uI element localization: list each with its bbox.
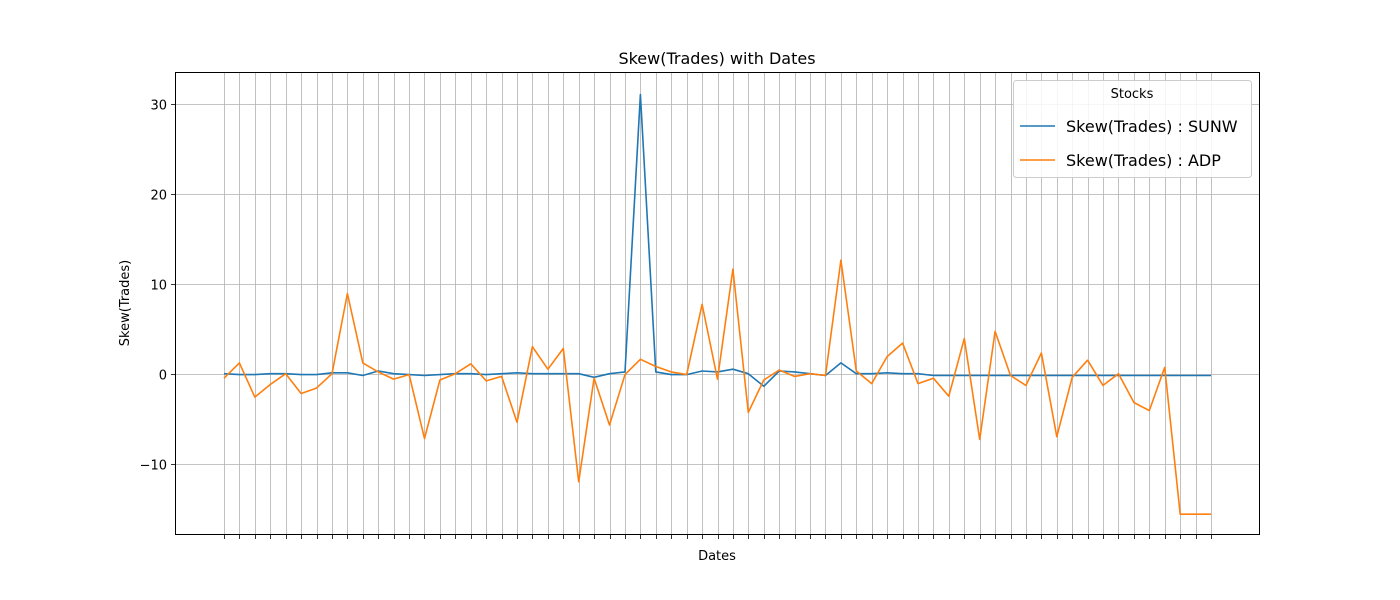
y-tick-label: 20 bbox=[150, 189, 167, 204]
legend-title: Stocks bbox=[1111, 87, 1154, 102]
legend-label-adp: Skew(Trades) : ADP bbox=[1066, 151, 1221, 170]
series-lines bbox=[223, 93, 1211, 516]
series-line-adp bbox=[223, 259, 1211, 516]
y-tick-label: −10 bbox=[140, 459, 167, 474]
y-axis-label: Skew(Trades) bbox=[118, 260, 133, 346]
x-axis-label: Dates bbox=[698, 549, 736, 564]
plot-frame bbox=[175, 72, 1260, 535]
y-axis-ticks: −10 0 10 20 30 bbox=[140, 99, 176, 474]
y-tick-label: 30 bbox=[150, 99, 167, 114]
y-tick-label: 10 bbox=[150, 279, 167, 294]
legend: Stocks Skew(Trades) : SUNW Skew(Trades) … bbox=[1013, 80, 1252, 178]
legend-label-sunw: Skew(Trades) : SUNW bbox=[1066, 117, 1238, 136]
series-line-sunw bbox=[223, 93, 1211, 388]
chart-title: Skew(Trades) with Dates bbox=[618, 49, 815, 68]
y-tick-label: 0 bbox=[159, 369, 167, 384]
x-axis-ticks bbox=[224, 534, 1212, 539]
legend-box bbox=[1013, 80, 1252, 178]
